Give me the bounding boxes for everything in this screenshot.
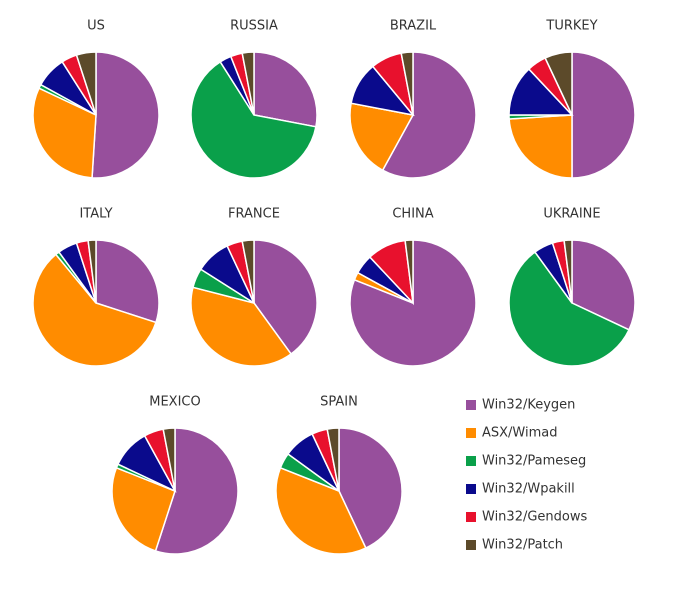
pie-slice bbox=[275, 466, 367, 555]
pie-title: BRAZIL bbox=[390, 19, 437, 34]
pie-slice bbox=[190, 286, 293, 367]
legend-swatch bbox=[466, 484, 476, 494]
legend-label: ASX/Wimad bbox=[482, 426, 558, 441]
pie-title: US bbox=[87, 19, 105, 34]
pie-title: ITALY bbox=[79, 207, 112, 222]
pie-slice bbox=[253, 51, 318, 128]
pie-slice bbox=[571, 51, 636, 179]
legend-swatch bbox=[466, 400, 476, 410]
pie-slice bbox=[32, 253, 157, 367]
legend-label: Win32/Keygen bbox=[482, 398, 575, 413]
legend-label: Win32/Wpakill bbox=[482, 482, 575, 497]
legend-swatch bbox=[466, 540, 476, 550]
legend-swatch bbox=[466, 512, 476, 522]
pie-title: FRANCE bbox=[228, 207, 280, 222]
legend-label: Win32/Patch bbox=[482, 538, 563, 553]
pie-slice bbox=[563, 239, 573, 304]
pie-slice bbox=[91, 51, 160, 179]
pie-slice bbox=[241, 51, 255, 116]
pie-slice bbox=[326, 427, 340, 492]
pie-slice bbox=[87, 239, 97, 304]
pie-slice bbox=[95, 239, 160, 324]
pie-slice bbox=[253, 239, 318, 356]
pie-slice bbox=[400, 51, 414, 116]
pie-slice bbox=[338, 427, 403, 550]
pie-slice bbox=[571, 239, 636, 331]
pie-title: RUSSIA bbox=[230, 19, 278, 34]
pie-title: CHINA bbox=[392, 207, 433, 222]
pie-title: TURKEY bbox=[545, 19, 597, 34]
pie-title: MEXICO bbox=[149, 395, 200, 410]
pie-slice bbox=[508, 250, 631, 367]
pie-slice bbox=[241, 239, 255, 304]
legend-swatch bbox=[466, 428, 476, 438]
legend-label: Win32/Pameseg bbox=[482, 454, 586, 469]
pie-slice bbox=[75, 51, 97, 116]
pie-slice bbox=[32, 87, 97, 179]
pie-slice bbox=[111, 466, 176, 552]
pie-slice bbox=[381, 51, 477, 179]
pie-slice bbox=[404, 239, 414, 304]
pie-slice bbox=[349, 102, 415, 172]
pie-slice bbox=[544, 51, 573, 116]
legend-label: Win32/Gendows bbox=[482, 510, 587, 525]
legend-swatch bbox=[466, 456, 476, 466]
pie-title: SPAIN bbox=[320, 395, 358, 410]
pie-slice bbox=[162, 427, 176, 492]
pie-slice bbox=[190, 60, 317, 179]
pie-slice bbox=[508, 114, 573, 179]
pie-title: UKRAINE bbox=[543, 207, 600, 222]
pie-slice bbox=[154, 427, 239, 555]
